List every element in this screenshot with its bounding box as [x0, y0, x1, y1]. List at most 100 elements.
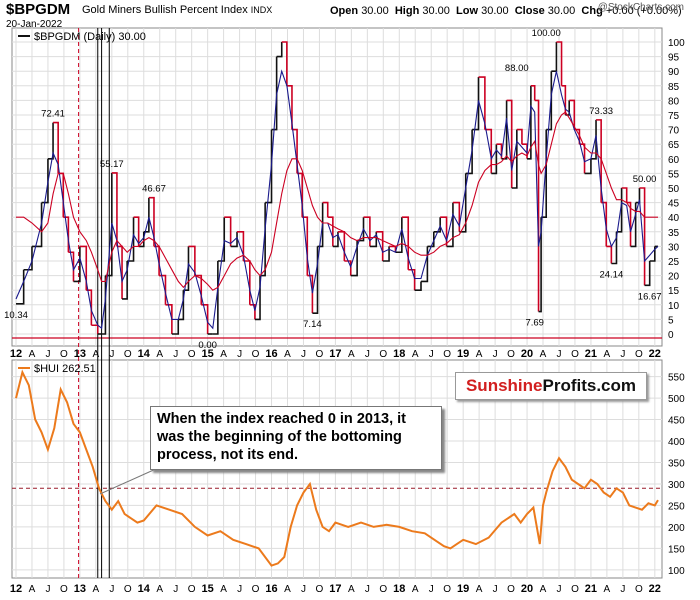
logo-part1: Sunshine [465, 376, 543, 395]
bpgdm-segment [408, 268, 416, 291]
x-tick-label-mid: J [429, 349, 434, 360]
x-tick-label-bottom: J [620, 584, 625, 595]
bpgdm-segment [621, 187, 628, 203]
logo-part2: Profits.com [542, 376, 637, 395]
bpgdm-segment [332, 231, 339, 248]
close-value: 30.00 [547, 5, 576, 17]
x-tick-label-mid: O [252, 349, 260, 360]
bottom-y-tick-label: 350 [668, 458, 685, 469]
x-tick-label-mid: O [379, 349, 387, 360]
bpgdm-segment [401, 216, 410, 270]
data-label: 50.00 [633, 174, 657, 185]
x-tick-label-mid: O [571, 349, 579, 360]
data-label: 7.14 [303, 319, 322, 330]
top-y-tick-label: 30 [668, 242, 680, 253]
bpgdm-segment [224, 216, 232, 247]
close-label: Close [514, 5, 545, 17]
bpgdm-segment [281, 41, 288, 86]
data-label: 100.00 [532, 28, 561, 39]
x-tick-label-bottom: J [493, 584, 498, 595]
bpgdm-segment [530, 85, 536, 101]
bpgdm-segment [491, 144, 498, 175]
x-tick-label-mid: 13 [74, 348, 86, 360]
bpgdm-segment [41, 158, 49, 204]
x-tick-label-bottom: A [220, 584, 227, 595]
x-tick-label-mid: O [188, 349, 196, 360]
x-tick-label-mid: 19 [457, 348, 469, 360]
x-tick-label-mid: J [45, 349, 50, 360]
x-tick-label-mid: 12 [10, 348, 22, 360]
top-y-tick-label: 75 [668, 111, 680, 122]
bpgdm-segment [433, 217, 441, 233]
bottom-y-tick-label: 450 [668, 416, 685, 427]
bpgdm-segment [53, 121, 59, 174]
x-tick-label-mid: J [109, 349, 114, 360]
high-label: High [394, 5, 420, 17]
x-tick-label-mid: 17 [329, 348, 341, 360]
x-tick-label-mid: A [220, 349, 227, 360]
bpgdm-segment [427, 231, 435, 248]
bpgdm-segment [312, 246, 319, 314]
x-tick-label-mid: 15 [202, 348, 214, 360]
chart-title: Gold Miners Bullish Percent Index INDX [82, 4, 272, 16]
x-tick-label-mid: A [93, 349, 100, 360]
bpgdm-segment [546, 71, 553, 131]
bpgdm-segment [639, 187, 646, 286]
x-tick-label-mid: A [29, 349, 36, 360]
bpgdm-segment [382, 246, 390, 262]
sunshine-profits-logo: SunshineProfits.com [455, 372, 647, 400]
bottom-series-layer [15, 369, 659, 567]
top-y-tick-label: 25 [668, 257, 680, 268]
top-series-layer [15, 41, 659, 335]
x-tick-label-mid: A [412, 349, 419, 360]
x-tick-label-bottom: A [540, 584, 547, 595]
x-tick-label-mid: A [348, 349, 355, 360]
bpgdm-segment [47, 122, 54, 160]
data-label: 73.33 [589, 106, 613, 117]
x-tick-label-bottom: J [45, 584, 50, 595]
x-tick-label-bottom: 18 [393, 583, 405, 595]
low-label: Low [456, 5, 479, 17]
bpgdm-segment [569, 99, 576, 130]
top-y-tick-label: 35 [668, 228, 680, 239]
bpgdm-segment [596, 119, 602, 203]
x-tick-label-bottom: A [348, 584, 355, 595]
x-tick-label-bottom: 17 [329, 583, 341, 595]
top-y-tick-label: 45 [668, 199, 680, 210]
bottom-panel-legend: $HUI 262.51 [34, 363, 96, 375]
x-tick-label-bottom: 21 [585, 583, 597, 595]
bpgdm-segment [511, 129, 518, 189]
x-tick-label-bottom: J [237, 584, 242, 595]
top-y-tick-label: 95 [668, 53, 680, 64]
x-tick-label-bottom: 14 [138, 583, 151, 595]
bottom-y-tick-label: 550 [668, 373, 685, 384]
bpgdm-segment [237, 231, 245, 261]
data-label: 16.67 [638, 291, 662, 302]
chart-title-index: INDX [250, 5, 273, 15]
x-tick-label-bottom: A [604, 584, 611, 595]
data-label: 88.00 [505, 63, 529, 74]
x-tick-label-mid: O [316, 349, 324, 360]
top-y-tick-label: 20 [668, 272, 680, 283]
bpgdm-segment [421, 246, 429, 283]
bpgdm-fast-ma-line [15, 69, 659, 330]
bpgdm-segment [584, 158, 592, 175]
x-tick-label-mid: O [60, 349, 68, 360]
x-tick-label-mid: A [540, 349, 547, 360]
bpgdm-segment [414, 281, 422, 292]
x-tick-label-bottom: J [556, 584, 561, 595]
x-tick-label-bottom: O [571, 584, 579, 595]
x-tick-label-mid: J [237, 349, 242, 360]
bpgdm-segment [79, 245, 88, 291]
chart-date: 20-Jan-2022 [6, 19, 63, 30]
x-tick-label-bottom: A [29, 584, 36, 595]
x-tick-label-bottom: O [316, 584, 324, 595]
x-tick-label-mid: A [156, 349, 163, 360]
top-y-tick-label: 40 [668, 213, 680, 224]
top-y-tick-label: 100 [668, 38, 685, 49]
x-tick-label-mid: 16 [265, 348, 277, 360]
bpgdm-segment [506, 99, 513, 188]
bpgdm-segment [322, 201, 329, 218]
x-tick-label-bottom: 16 [265, 583, 277, 595]
x-tick-label-bottom: J [365, 584, 370, 595]
